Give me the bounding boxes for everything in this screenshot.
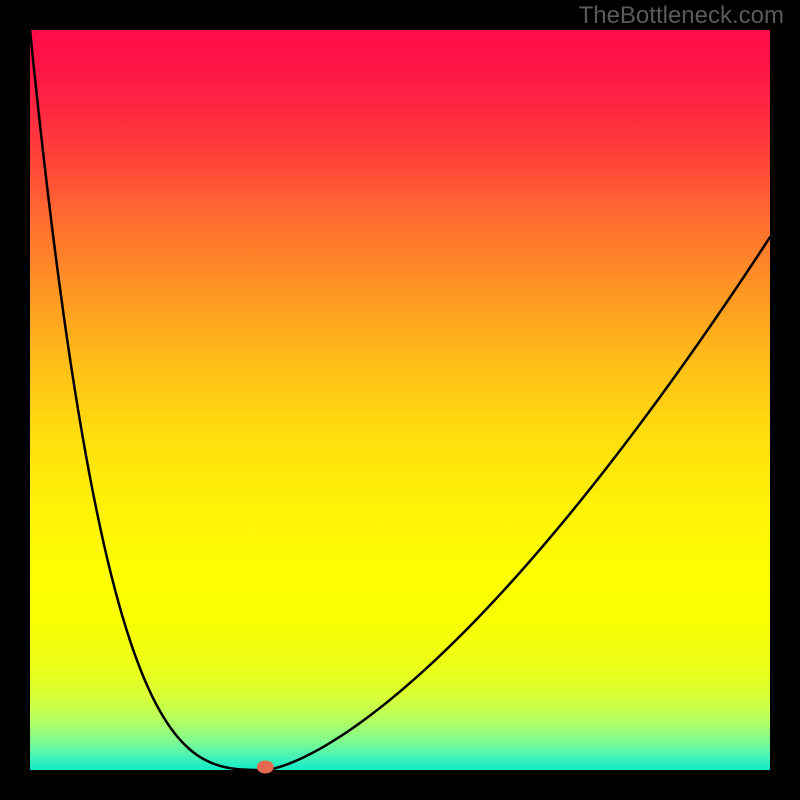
minimum-marker — [257, 761, 273, 773]
watermark-text: TheBottleneck.com — [579, 2, 784, 30]
chart-container: TheBottleneck.com — [0, 0, 800, 800]
chart-svg — [0, 0, 800, 800]
